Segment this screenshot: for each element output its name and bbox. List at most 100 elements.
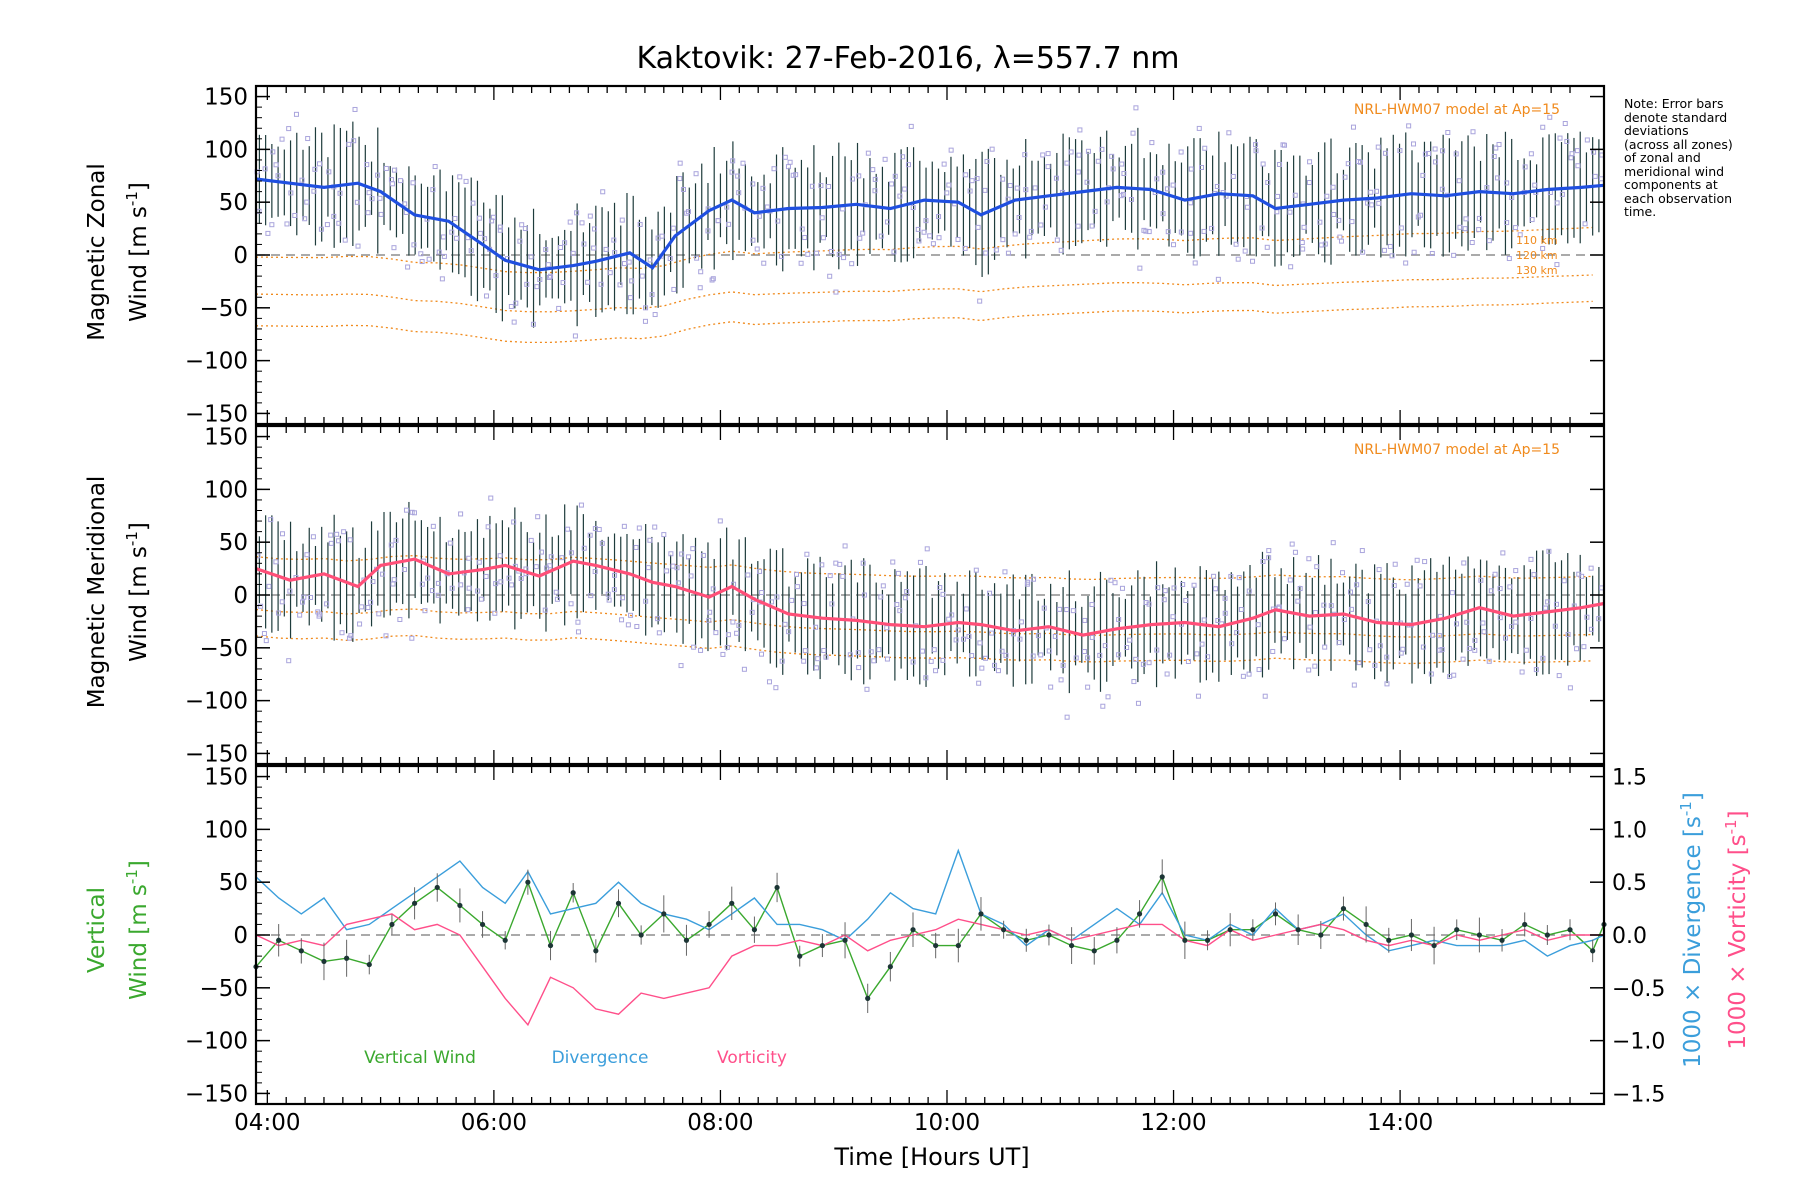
raw-point — [1377, 643, 1383, 649]
raw-point — [931, 647, 937, 653]
raw-point — [647, 257, 653, 263]
raw-point — [405, 264, 411, 270]
raw-point — [1330, 184, 1336, 190]
raw-point — [963, 172, 969, 178]
raw-point — [347, 537, 353, 543]
raw-point — [841, 255, 847, 261]
panel1-ylabel-exp: -1 — [123, 531, 141, 546]
raw-point — [351, 138, 357, 144]
raw-point — [1292, 549, 1298, 555]
raw-point — [485, 524, 491, 530]
raw-point — [430, 523, 436, 529]
panel0-ylabel-exp: -1 — [123, 191, 141, 206]
raw-point — [457, 174, 463, 180]
raw-point — [999, 648, 1005, 654]
vertical-wind-point — [1567, 927, 1573, 933]
raw-point — [710, 276, 716, 282]
raw-point — [1488, 588, 1494, 594]
raw-point — [1281, 142, 1287, 148]
raw-point — [1321, 602, 1327, 608]
raw-point — [1277, 161, 1283, 167]
note-line: deviations — [1624, 123, 1689, 138]
raw-point — [517, 238, 523, 244]
vorticity-axis-exp: -1 — [1722, 819, 1740, 834]
raw-point — [1440, 148, 1446, 154]
raw-point — [946, 616, 952, 622]
raw-point — [740, 160, 746, 166]
raw-point — [749, 609, 755, 615]
raw-point — [1507, 584, 1513, 590]
raw-point — [1205, 654, 1211, 660]
meridional-mean-line — [255, 557, 1605, 637]
legend-label: Vertical Wind — [364, 1048, 476, 1068]
raw-point — [1584, 614, 1590, 620]
model-curve — [255, 300, 1593, 344]
legend-label: Divergence — [552, 1048, 649, 1068]
raw-point — [1318, 242, 1324, 248]
raw-point — [1005, 196, 1011, 202]
raw-point — [855, 650, 861, 656]
raw-point — [1287, 577, 1293, 583]
raw-point — [679, 551, 685, 557]
raw-point — [1336, 640, 1342, 646]
panel-frame — [254, 424, 1606, 766]
raw-point — [1022, 152, 1028, 158]
raw-point — [694, 255, 700, 261]
raw-point — [1486, 238, 1492, 244]
divergence-axis-label: 1000 × Divergence [s-1] — [1677, 792, 1706, 1068]
raw-point — [567, 219, 573, 225]
raw-point — [775, 218, 781, 224]
raw-point — [794, 584, 800, 590]
raw-point — [339, 630, 345, 636]
raw-point — [984, 158, 990, 164]
raw-point — [1336, 217, 1342, 223]
raw-point — [312, 166, 318, 172]
raw-point — [547, 563, 553, 569]
raw-point — [463, 178, 469, 184]
vertical-wind-point — [389, 921, 395, 928]
raw-point — [466, 585, 472, 591]
vertical-wind-point — [842, 937, 848, 943]
raw-point — [458, 582, 464, 588]
raw-point — [1588, 565, 1594, 571]
raw-point — [1493, 145, 1499, 151]
raw-point — [979, 665, 985, 671]
raw-point — [1215, 617, 1221, 623]
raw-point — [1024, 581, 1030, 587]
raw-point — [1472, 647, 1478, 653]
raw-point — [1478, 577, 1484, 583]
y-tick-label: 0 — [233, 923, 248, 949]
raw-point — [987, 590, 993, 596]
vertical-wind-point — [434, 884, 440, 891]
vertical-wind-point — [570, 890, 576, 896]
raw-point — [1554, 200, 1560, 206]
raw-point — [376, 611, 382, 617]
raw-point — [397, 616, 403, 622]
raw-point — [840, 573, 846, 579]
raw-point — [628, 295, 634, 301]
raw-point — [1411, 249, 1417, 255]
raw-point — [287, 588, 293, 594]
raw-point — [535, 514, 541, 520]
raw-point — [636, 525, 642, 531]
raw-point — [717, 518, 723, 524]
raw-point — [336, 538, 342, 544]
raw-point — [786, 629, 792, 635]
raw-point — [1215, 276, 1221, 282]
raw-point — [1381, 247, 1387, 253]
raw-point — [528, 254, 534, 260]
raw-point — [1540, 655, 1546, 661]
raw-point — [885, 219, 891, 225]
x-tick-label: 14:00 — [1367, 1110, 1433, 1136]
raw-point — [596, 526, 602, 532]
raw-point — [1054, 237, 1060, 243]
raw-point — [493, 273, 499, 279]
raw-point — [1119, 585, 1125, 591]
raw-point — [1260, 161, 1266, 167]
raw-point — [331, 213, 337, 219]
raw-point — [1246, 671, 1252, 677]
raw-point — [1140, 661, 1146, 667]
raw-point — [983, 655, 989, 661]
divergence-axis-bracket: ] — [1680, 792, 1706, 801]
raw-point — [1160, 169, 1166, 175]
